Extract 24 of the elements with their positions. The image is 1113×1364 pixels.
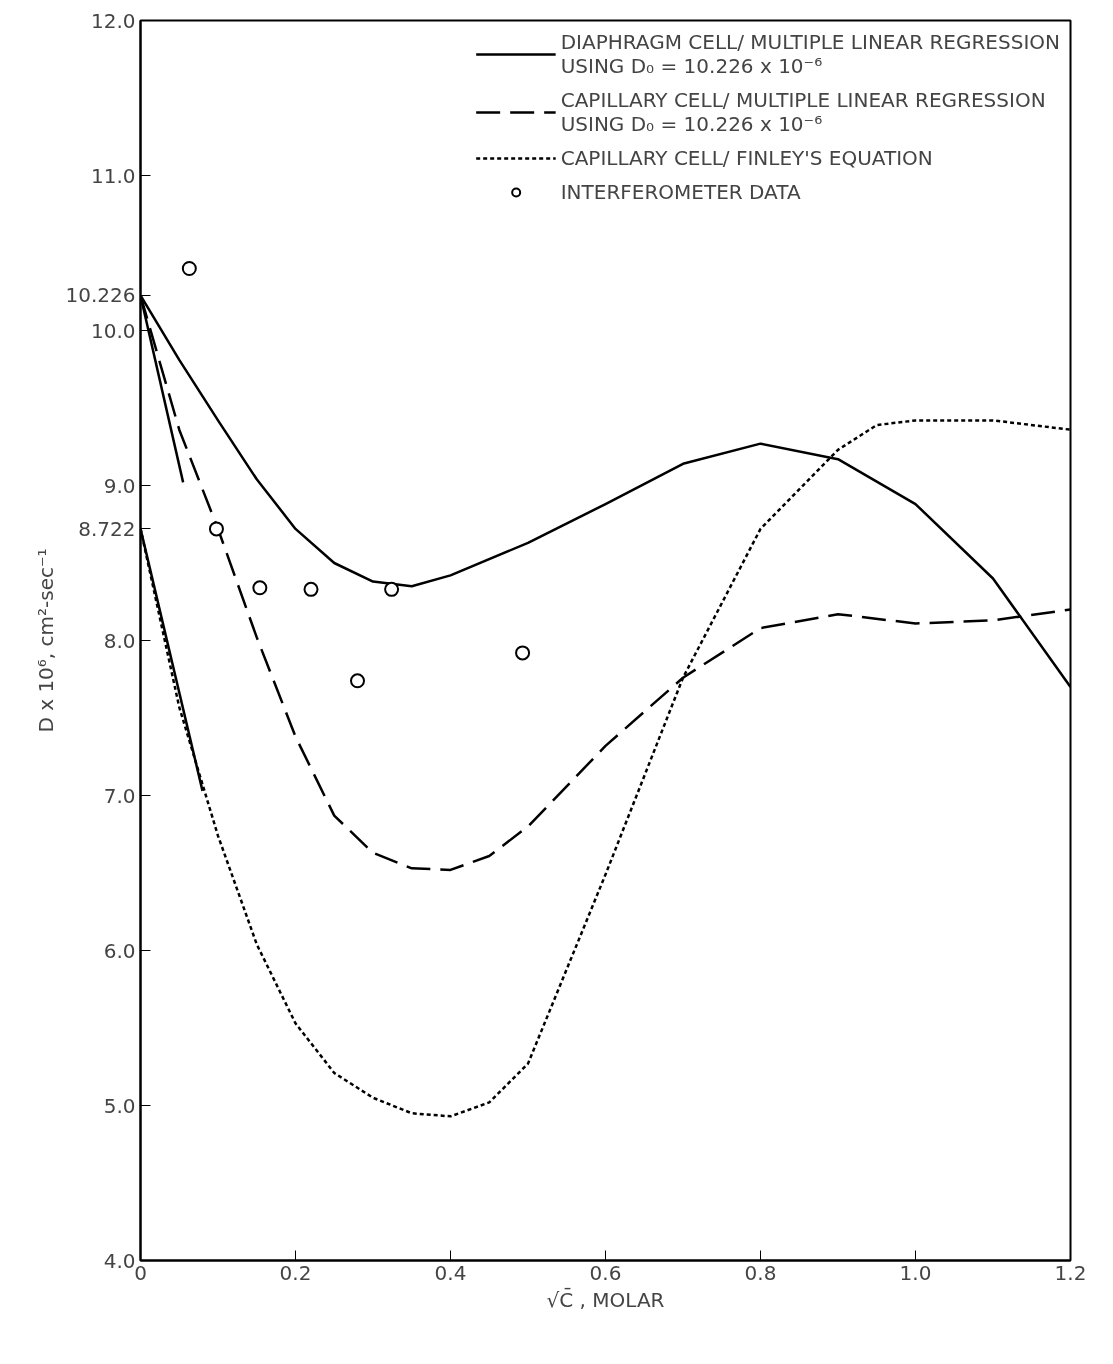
legend-label: DIAPHRAGM CELL/ MULTIPLE LINEAR REGRESSION USING D₀ = 10.226 x 10⁻⁶ bbox=[560, 30, 1060, 78]
x-tick-label: 0.6 bbox=[589, 1260, 622, 1285]
y-tick-label: 11.0 bbox=[90, 163, 136, 188]
legend-label: CAPILLARY CELL/ MULTIPLE LINEAR REGRESSION USING D₀ = 10.226 x 10⁻⁶ bbox=[560, 88, 1046, 136]
x-tick-label: 0 bbox=[134, 1260, 147, 1285]
x-tick-label: 0.4 bbox=[434, 1260, 467, 1285]
y-tick-label: 6.0 bbox=[103, 938, 136, 963]
y-tick-label: 8.0 bbox=[103, 628, 136, 653]
legend-label: INTERFEROMETER DATA bbox=[560, 180, 801, 204]
y-tick-label: 7.0 bbox=[103, 783, 136, 808]
x-tick-label: 1.0 bbox=[899, 1260, 932, 1285]
y-tick-label: 9.0 bbox=[103, 473, 136, 498]
y-tick-label: 12.0 bbox=[90, 8, 136, 33]
y-axis-title: D x 10⁶, cm²-sec⁻¹ bbox=[33, 548, 58, 733]
legend-label: CAPILLARY CELL/ FINLEY'S EQUATION bbox=[560, 146, 933, 170]
y-tick-label: 4.0 bbox=[103, 1248, 136, 1273]
x-tick-label: 0.2 bbox=[279, 1260, 312, 1285]
y-tick-label: 5.0 bbox=[103, 1093, 136, 1118]
x-tick-label: 1.2 bbox=[1054, 1260, 1087, 1285]
x-axis-title: √C̄ , MOLAR bbox=[546, 1286, 665, 1312]
y-tick-label: 10.0 bbox=[90, 318, 136, 343]
x-tick-label: 0.8 bbox=[744, 1260, 777, 1285]
y-tick-label: 10.226 bbox=[65, 283, 136, 308]
y-tick-label: 8.722 bbox=[78, 516, 136, 541]
